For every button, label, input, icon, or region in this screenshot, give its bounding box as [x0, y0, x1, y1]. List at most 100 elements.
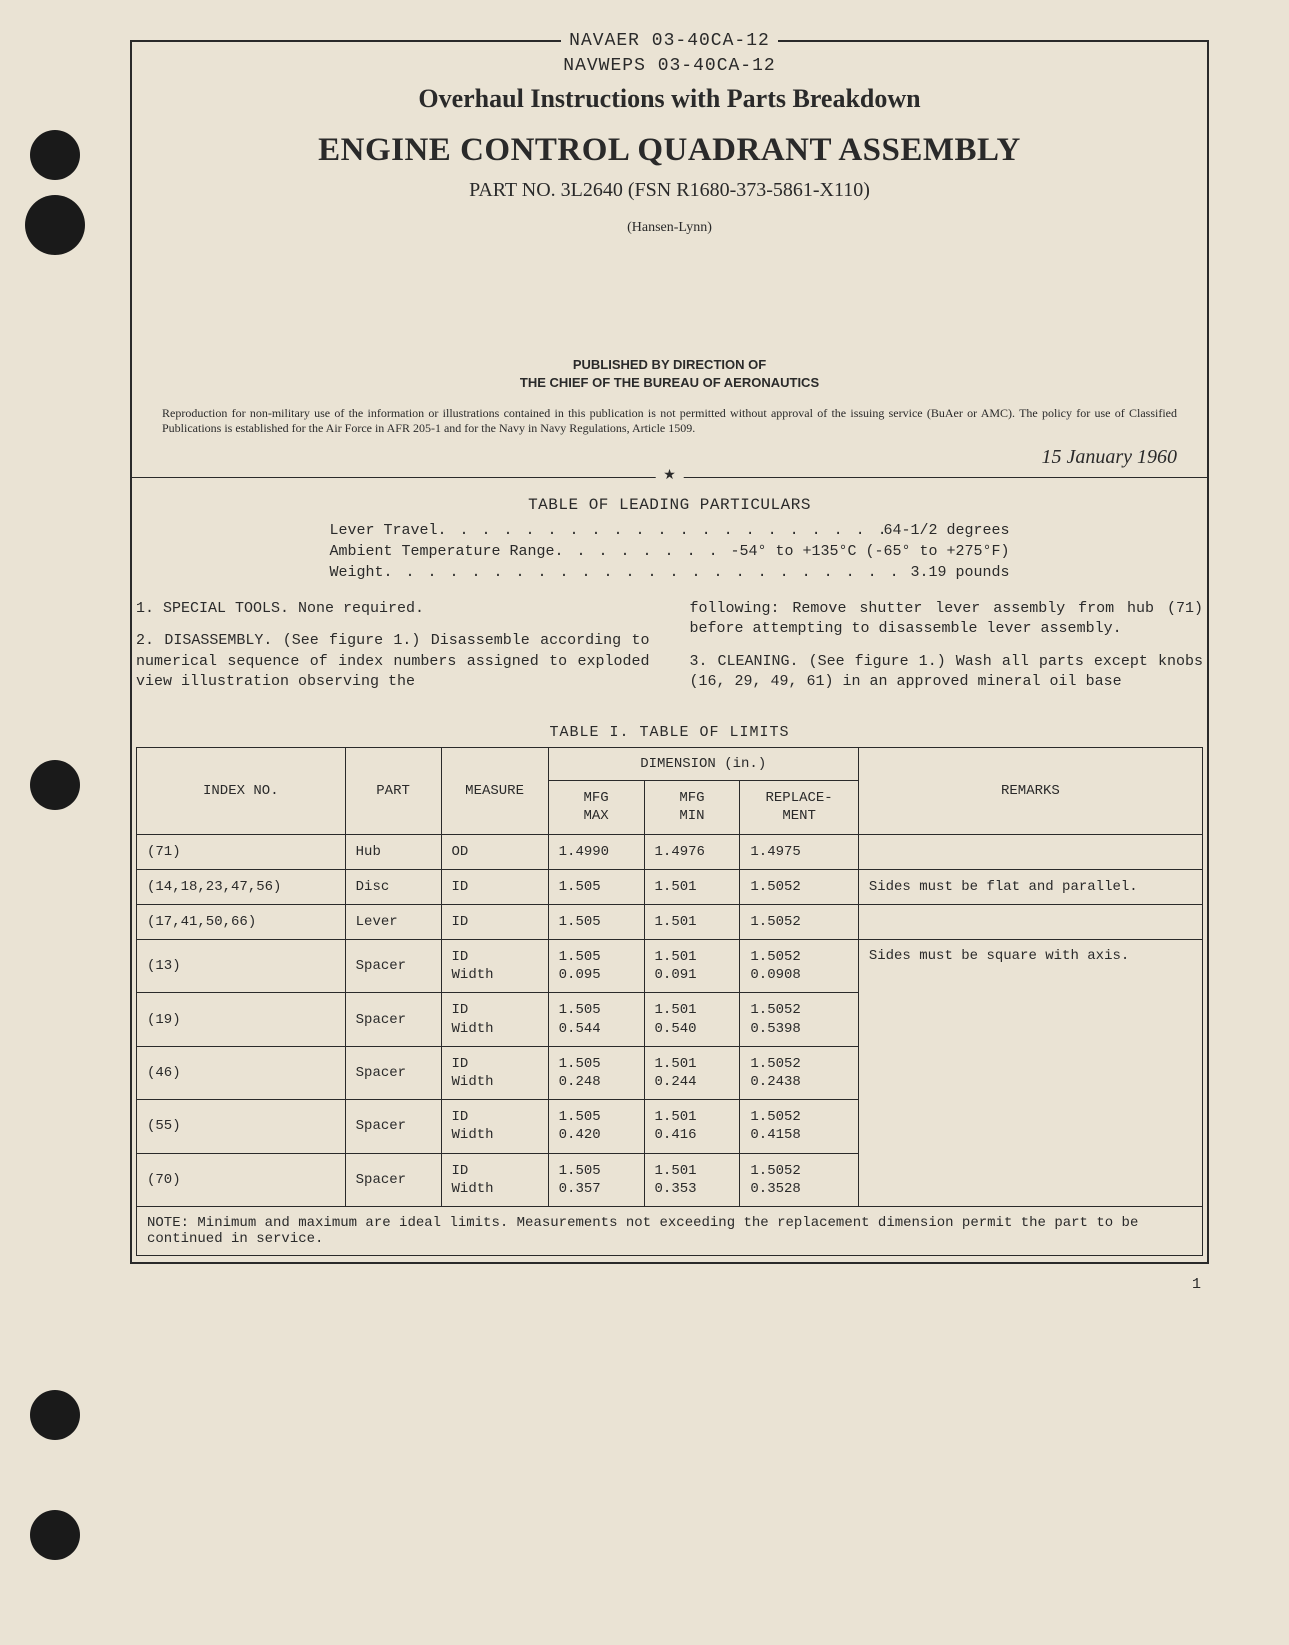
punch-hole — [25, 195, 85, 255]
body-column-right: following: Remove shutter lever assembly… — [690, 599, 1204, 704]
table-cell: (19) — [137, 993, 346, 1046]
body-paragraph-1: 1. SPECIAL TOOLS. None required. — [136, 599, 650, 619]
punch-hole — [30, 760, 80, 810]
table-cell: 1.505 — [548, 869, 644, 904]
punch-hole — [30, 1510, 80, 1560]
part-number: PART NO. 3L2640 (FSN R1680-373-5861-X110… — [162, 179, 1177, 202]
table-cell: 1.4976 — [644, 834, 740, 869]
table-cell: 1.4975 — [740, 834, 858, 869]
table-cell: Spacer — [345, 940, 441, 993]
disclaimer-text: Reproduction for non-military use of the… — [132, 402, 1207, 444]
body-paragraph-3: following: Remove shutter lever assembly… — [690, 599, 1204, 640]
table-cell — [858, 904, 1202, 939]
page-content: NAVAER 03-40CA-12 NAVWEPS 03-40CA-12 Ove… — [130, 40, 1209, 1293]
table-cell: Disc — [345, 869, 441, 904]
punch-hole — [30, 130, 80, 180]
table-cell: 1.5010.244 — [644, 1046, 740, 1099]
table-cell: 1.5010.353 — [644, 1153, 740, 1206]
table-cell: 1.5010.091 — [644, 940, 740, 993]
particulars-label: Weight — [330, 562, 384, 583]
table-cell: Hub — [345, 834, 441, 869]
particulars-row: Ambient Temperature Range . . . . . . . … — [330, 541, 1010, 562]
body-paragraph-2: 2. DISASSEMBLY. (See figure 1.) Disassem… — [136, 631, 650, 692]
table-cell: 1.5050.544 — [548, 993, 644, 1046]
table-cell: Sides must be square with axis. — [858, 940, 1202, 1207]
table-cell: 1.5050.095 — [548, 940, 644, 993]
table-cell: 1.50520.3528 — [740, 1153, 858, 1206]
table-cell: IDWidth — [441, 940, 548, 993]
leader-dots: . . . . . . . . . . . . . . . . . . . . … — [438, 520, 884, 541]
table-row: (14,18,23,47,56)DiscID1.5051.5011.5052Si… — [137, 869, 1203, 904]
table-cell: 1.50520.2438 — [740, 1046, 858, 1099]
particulars-value: 3.19 pounds — [910, 562, 1009, 583]
table-cell: 1.501 — [644, 904, 740, 939]
particulars-label: Lever Travel — [330, 520, 438, 541]
leader-dots: . . . . . . . . . . . — [555, 541, 731, 562]
th-remarks: REMARKS — [858, 748, 1202, 834]
table-note-row: NOTE: Minimum and maximum are ideal limi… — [137, 1206, 1203, 1255]
table-cell: Spacer — [345, 1046, 441, 1099]
table-cell: 1.50520.4158 — [740, 1100, 858, 1153]
th-replacement: REPLACE-MENT — [740, 781, 858, 834]
table-cell: 1.5050.248 — [548, 1046, 644, 1099]
table-cell: 1.501 — [644, 869, 740, 904]
table-cell: (14,18,23,47,56) — [137, 869, 346, 904]
page-number: 1 — [130, 1276, 1209, 1293]
particulars-value: -54° to +135°C (-65° to +275°F) — [730, 541, 1009, 562]
table-cell: ID — [441, 904, 548, 939]
table-row: (13)SpacerIDWidth1.5050.0951.5010.0911.5… — [137, 940, 1203, 993]
th-mfg-max: MFGMAX — [548, 781, 644, 834]
table-cell: (55) — [137, 1100, 346, 1153]
th-mfg-min: MFGMIN — [644, 781, 740, 834]
table-cell: (13) — [137, 940, 346, 993]
th-part: PART — [345, 748, 441, 834]
body-text-columns: 1. SPECIAL TOOLS. None required. 2. DISA… — [136, 599, 1203, 704]
table-cell: Sides must be flat and parallel. — [858, 869, 1202, 904]
published-line-2: THE CHIEF OF THE BUREAU OF AERONAUTICS — [520, 375, 819, 390]
subtitle: Overhaul Instructions with Parts Breakdo… — [162, 84, 1177, 114]
table-cell: IDWidth — [441, 1046, 548, 1099]
published-line-1: PUBLISHED BY DIRECTION OF — [573, 357, 766, 372]
table-cell: ID — [441, 869, 548, 904]
punch-hole — [30, 1390, 80, 1440]
company-name: (Hansen-Lynn) — [162, 220, 1177, 236]
particulars-row: Lever Travel . . . . . . . . . . . . . .… — [330, 520, 1010, 541]
doc-code-1: NAVAER 03-40CA-12 — [561, 30, 778, 53]
table-cell: 1.505 — [548, 904, 644, 939]
table-row: (71)HubOD1.49901.49761.4975 — [137, 834, 1203, 869]
table-cell: Spacer — [345, 993, 441, 1046]
table-cell: OD — [441, 834, 548, 869]
table-cell: (70) — [137, 1153, 346, 1206]
table-cell: 1.5010.416 — [644, 1100, 740, 1153]
table-cell: Spacer — [345, 1100, 441, 1153]
table-cell: 1.50520.0908 — [740, 940, 858, 993]
table-cell: IDWidth — [441, 1100, 548, 1153]
body-column-left: 1. SPECIAL TOOLS. None required. 2. DISA… — [136, 599, 650, 704]
published-by: PUBLISHED BY DIRECTION OF THE CHIEF OF T… — [162, 356, 1177, 392]
table-cell: Lever — [345, 904, 441, 939]
table-cell: (71) — [137, 834, 346, 869]
leader-dots: . . . . . . . . . . . . . . . . . . . . … — [384, 562, 911, 583]
table-cell: 1.5052 — [740, 869, 858, 904]
table-cell: IDWidth — [441, 993, 548, 1046]
particulars-list: Lever Travel . . . . . . . . . . . . . .… — [330, 520, 1010, 583]
th-dimension: DIMENSION (in.) — [548, 748, 858, 781]
table-title: TABLE I. TABLE OF LIMITS — [136, 724, 1203, 741]
table-note: NOTE: Minimum and maximum are ideal limi… — [137, 1206, 1203, 1255]
doc-code-2: NAVWEPS 03-40CA-12 — [162, 55, 1177, 78]
table-row: (17,41,50,66)LeverID1.5051.5011.5052 — [137, 904, 1203, 939]
table-cell: 1.5010.540 — [644, 993, 740, 1046]
table-cell: Spacer — [345, 1153, 441, 1206]
main-border-box: NAVAER 03-40CA-12 NAVWEPS 03-40CA-12 Ove… — [130, 40, 1209, 1264]
star-divider — [132, 477, 1207, 478]
limits-table: INDEX NO. PART MEASURE DIMENSION (in.) R… — [136, 747, 1203, 1256]
th-measure: MEASURE — [441, 748, 548, 834]
th-index-no: INDEX NO. — [137, 748, 346, 834]
table-cell: 1.50520.5398 — [740, 993, 858, 1046]
table-cell: 1.5052 — [740, 904, 858, 939]
table-cell: (46) — [137, 1046, 346, 1099]
particulars-title: TABLE OF LEADING PARTICULARS — [136, 496, 1203, 514]
table-cell: 1.5050.420 — [548, 1100, 644, 1153]
main-title: ENGINE CONTROL QUADRANT ASSEMBLY — [162, 132, 1177, 169]
table-cell: (17,41,50,66) — [137, 904, 346, 939]
